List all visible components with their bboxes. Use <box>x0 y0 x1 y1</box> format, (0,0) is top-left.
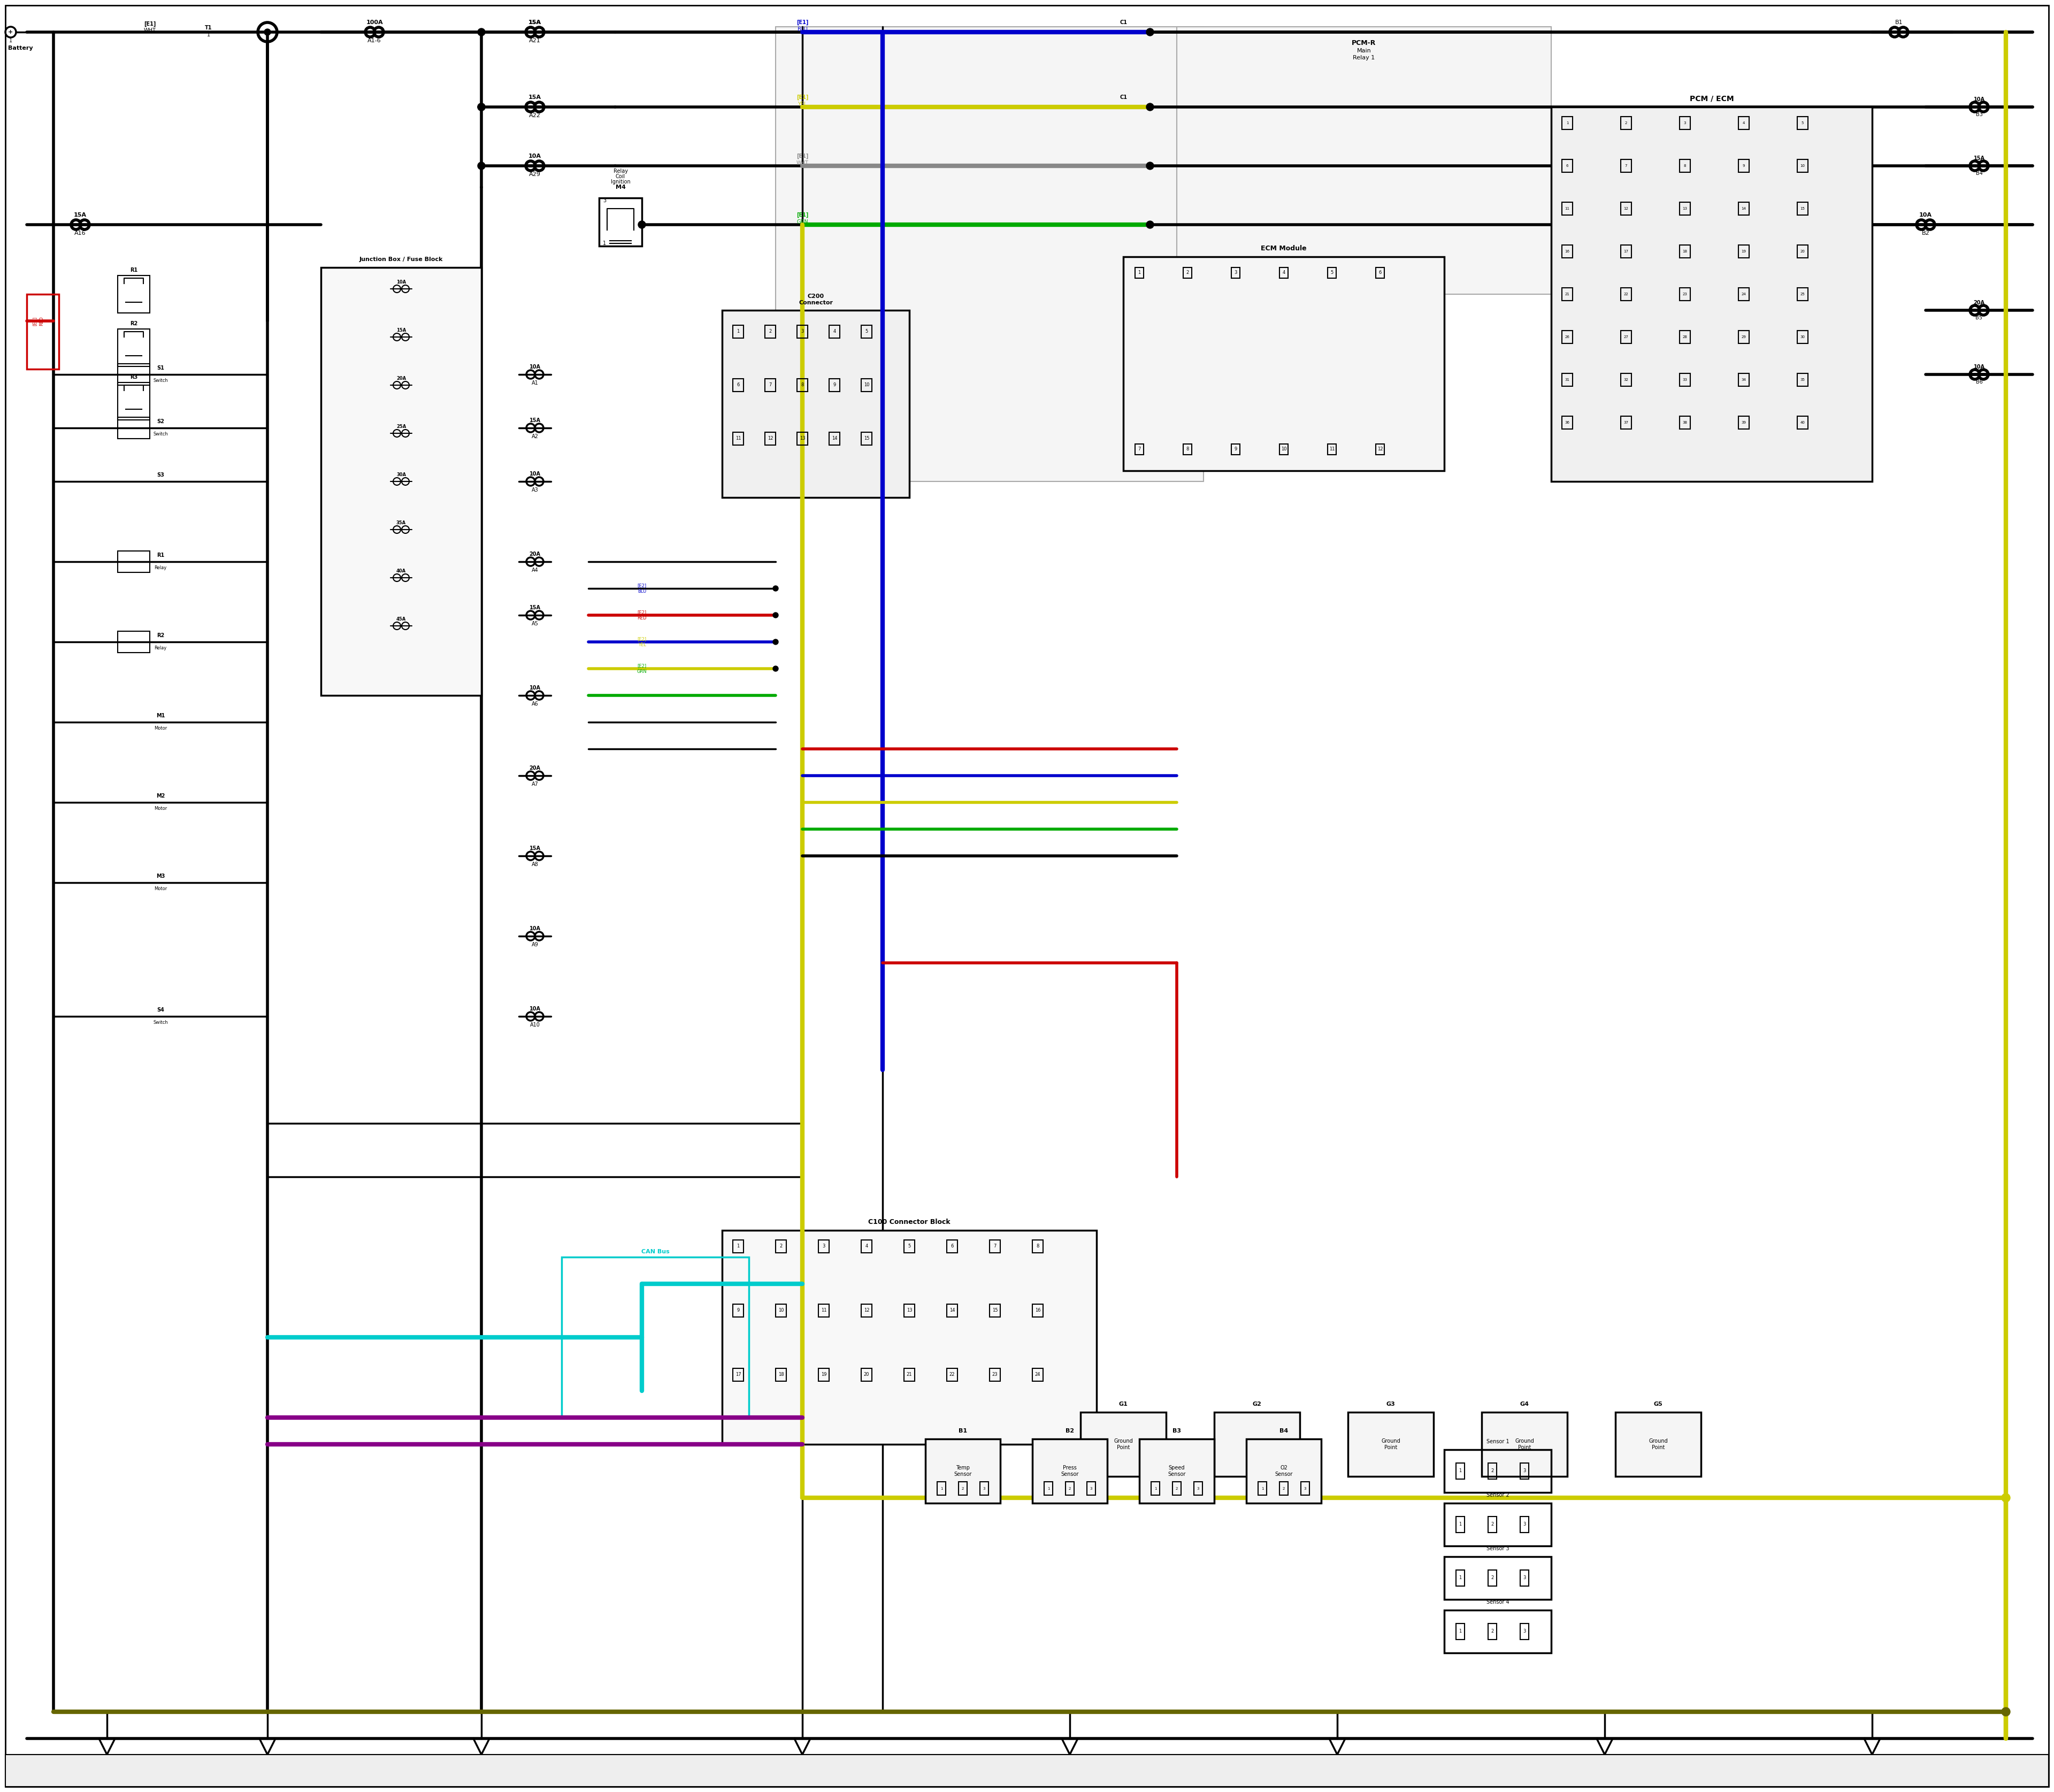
Bar <box>1033 1369 1043 1382</box>
Text: 10A: 10A <box>396 280 407 285</box>
Text: 20: 20 <box>1799 249 1805 253</box>
Text: 15A: 15A <box>528 20 542 25</box>
Text: ECM Module: ECM Module <box>1261 246 1306 253</box>
Bar <box>1797 373 1808 387</box>
Text: M4: M4 <box>616 185 626 190</box>
Bar <box>904 1369 914 1382</box>
Text: A4: A4 <box>532 568 538 573</box>
Circle shape <box>1146 104 1154 111</box>
Text: 8: 8 <box>1684 165 1686 167</box>
Text: 17: 17 <box>735 1373 741 1378</box>
Text: G3: G3 <box>1386 1401 1395 1407</box>
Bar <box>1680 289 1690 301</box>
Bar <box>1738 330 1750 344</box>
Bar <box>1214 1412 1300 1477</box>
Text: 1: 1 <box>737 1244 739 1249</box>
Text: RED: RED <box>39 315 43 326</box>
Bar <box>1797 246 1808 258</box>
Text: 2: 2 <box>1282 1487 1286 1491</box>
Bar <box>1183 444 1191 455</box>
Text: Ground
Point: Ground Point <box>1649 1439 1668 1450</box>
Text: 29: 29 <box>1742 335 1746 339</box>
Text: 37: 37 <box>1623 421 1629 425</box>
Text: 10: 10 <box>1799 165 1805 167</box>
Bar <box>959 1482 967 1495</box>
Text: 4: 4 <box>865 1244 869 1249</box>
Text: 3: 3 <box>1522 1521 1526 1527</box>
Text: S1: S1 <box>156 366 164 371</box>
Bar <box>1280 444 1288 455</box>
Text: Switch: Switch <box>154 432 168 437</box>
Bar <box>1280 1482 1288 1495</box>
Text: 3: 3 <box>822 1244 826 1249</box>
Bar <box>817 1240 830 1253</box>
Bar <box>980 1482 988 1495</box>
Text: 11: 11 <box>1565 208 1569 210</box>
Text: A6: A6 <box>532 701 538 706</box>
Text: Motor: Motor <box>154 726 166 731</box>
Text: C100 Connector Block: C100 Connector Block <box>869 1219 951 1226</box>
Text: Coil: Coil <box>616 174 624 179</box>
Text: 1: 1 <box>207 32 210 38</box>
Text: 2015 Volvo V60 Cross Country - Wiring Diagram Sample: 2015 Volvo V60 Cross Country - Wiring Di… <box>863 1765 1191 1776</box>
Text: 2: 2 <box>768 330 772 333</box>
Bar <box>723 1231 1097 1444</box>
Bar <box>1621 202 1631 215</box>
Text: 20A: 20A <box>530 765 540 771</box>
Text: 28: 28 <box>1682 335 1686 339</box>
Text: 23: 23 <box>992 1373 998 1378</box>
Text: 40: 40 <box>1799 421 1805 425</box>
Bar <box>1738 246 1750 258</box>
Bar <box>117 330 150 366</box>
Text: 13: 13 <box>906 1308 912 1314</box>
Text: Temp
Sensor: Temp Sensor <box>953 1466 972 1477</box>
Text: 9: 9 <box>1742 165 1746 167</box>
Bar <box>830 378 840 392</box>
Text: 8: 8 <box>1185 446 1189 452</box>
Text: 3: 3 <box>984 1487 986 1491</box>
Bar <box>947 1369 957 1382</box>
Bar <box>117 550 150 572</box>
Bar <box>1680 159 1690 172</box>
Text: 5: 5 <box>865 330 869 333</box>
Bar <box>947 1240 957 1253</box>
Text: 10: 10 <box>865 383 869 387</box>
Text: Ground
Point: Ground Point <box>1247 1439 1267 1450</box>
Bar <box>1738 202 1750 215</box>
Bar <box>1621 330 1631 344</box>
Bar <box>1140 1439 1214 1503</box>
Text: A1-6: A1-6 <box>368 38 382 43</box>
Text: 100A: 100A <box>366 20 382 25</box>
Text: 20A: 20A <box>396 376 407 382</box>
Bar <box>1738 159 1750 172</box>
Bar <box>6 1754 2048 1787</box>
Bar <box>1124 256 1444 471</box>
Text: 15: 15 <box>865 435 869 441</box>
Bar <box>797 378 807 392</box>
Text: [E1]: [E1] <box>797 20 809 25</box>
Text: PCM / ECM: PCM / ECM <box>1690 95 1734 102</box>
Text: PCM-R: PCM-R <box>1352 39 1376 47</box>
Text: A8: A8 <box>532 862 538 867</box>
Text: 7: 7 <box>994 1244 996 1249</box>
Bar <box>1738 416 1750 428</box>
Text: [E2]
GRN: [E2] GRN <box>637 663 647 674</box>
Text: 8: 8 <box>801 383 803 387</box>
Text: [E2]
RED: [E2] RED <box>637 609 647 620</box>
Text: [E1]: [E1] <box>33 317 37 326</box>
Bar <box>764 432 776 444</box>
Bar <box>1520 1624 1528 1640</box>
Text: 11: 11 <box>735 435 741 441</box>
Bar <box>1797 289 1808 301</box>
Bar <box>861 378 871 392</box>
Text: 10A: 10A <box>530 685 540 690</box>
Text: 3: 3 <box>1197 1487 1200 1491</box>
Text: [E1]: [E1] <box>797 211 809 219</box>
Bar <box>1230 267 1241 278</box>
Text: 7: 7 <box>768 383 772 387</box>
Text: 11: 11 <box>1329 446 1335 452</box>
Bar <box>817 1369 830 1382</box>
Bar <box>600 197 641 246</box>
Bar <box>117 276 150 314</box>
Text: Sensor 3: Sensor 3 <box>1487 1546 1510 1552</box>
